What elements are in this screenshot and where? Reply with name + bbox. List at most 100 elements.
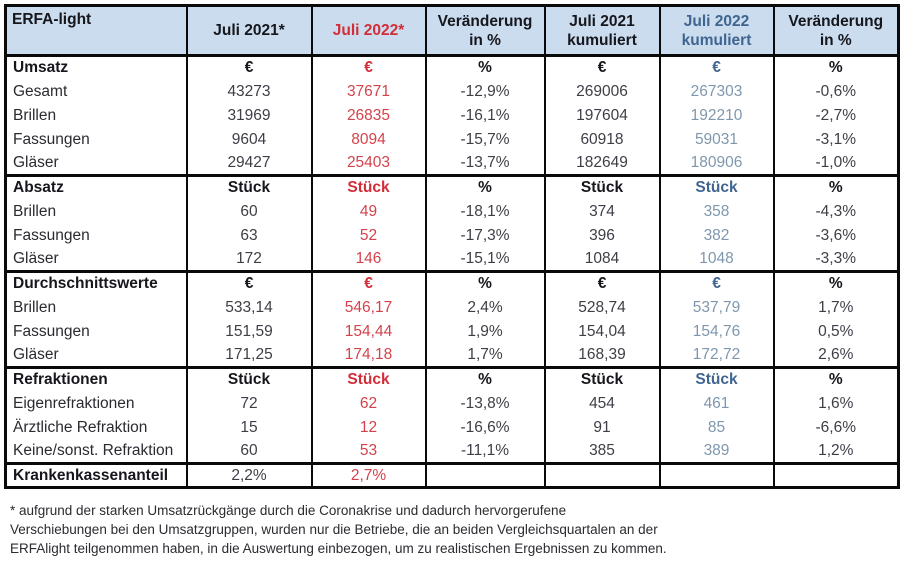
value-cell: 1,6% xyxy=(772,391,899,416)
value-cell: 43273 xyxy=(185,79,312,104)
value-cell: 0,5% xyxy=(772,319,899,344)
row-label: Brillen xyxy=(13,106,57,124)
value-cell: 49 xyxy=(310,199,426,224)
unit-cell: € xyxy=(310,270,426,296)
value-cell: 26835 xyxy=(310,103,426,128)
table-row-fassungen: Fassungen 63 52 -17,3% 396 382 -3,6% xyxy=(6,223,899,248)
unit-cell: % xyxy=(424,174,545,200)
row-label: Fassungen xyxy=(13,226,90,244)
value-cell: 174,18 xyxy=(310,343,426,368)
table-row-keine-sonst-refraktion: Keine/sonst. Refraktion 60 53 -11,1% 385 389 1… xyxy=(6,439,899,464)
value-cell: 154,44 xyxy=(310,319,426,344)
value-cell: -0,6% xyxy=(772,79,899,104)
value-cell: 182649 xyxy=(543,151,660,176)
table-row-ärztliche-refraktion: Ärztliche Refraktion 15 12 -16,6% 91 85 -6,6% xyxy=(6,415,899,440)
value-cell: 267303 xyxy=(658,79,774,104)
value-cell: 31969 xyxy=(185,103,312,128)
value-cell: 12 xyxy=(310,415,426,440)
value-cell: -3,1% xyxy=(772,127,899,152)
value-cell: 197604 xyxy=(543,103,660,128)
unit-cell: € xyxy=(185,270,312,296)
value-cell: 146 xyxy=(310,247,426,272)
unit-cell: € xyxy=(658,54,774,80)
section-label: Refraktionen xyxy=(5,366,187,392)
erfa-table: ERFA-light Juli 2021* Juli 2022* Veränderun… xyxy=(4,4,900,489)
value-cell: -13,7% xyxy=(424,151,545,176)
section-row-durchschnittswerte: Durchschnittswerte € €% € €% xyxy=(5,270,899,296)
value-cell: -15,1% xyxy=(424,247,545,272)
table-row-gläser: Gläser 171,25 174,18 1,7% 168,39 172,72 2,6% xyxy=(6,343,899,368)
header-cell-erfa-light: ERFA-light xyxy=(5,5,187,57)
unit-cell: % xyxy=(424,54,545,80)
value-cell: 172,72 xyxy=(658,343,774,368)
value-cell: 63 xyxy=(185,223,312,248)
value-cell: 2,4% xyxy=(424,295,545,320)
unit-cell: Stück xyxy=(543,174,660,200)
unit-cell: % xyxy=(772,54,899,80)
value-cell: -16,1% xyxy=(424,103,545,128)
row-label: Brillen xyxy=(13,202,57,220)
section-row-umsatz: Umsatz € €% € €% xyxy=(5,54,899,80)
section-row-krankenkassenanteil: Krankenkassenanteil 2,2% 2,7% xyxy=(5,462,899,488)
row-label: Gesamt xyxy=(13,82,68,100)
header-cell-juli-2021-kumuliert: Juli 2021 kumuliert xyxy=(543,5,660,57)
value-cell xyxy=(424,462,545,488)
unit-cell: € xyxy=(543,270,660,296)
value-cell: 1048 xyxy=(658,247,774,272)
value-cell: -18,1% xyxy=(424,199,545,224)
header-cell-juli-2022-: Juli 2022* xyxy=(310,5,426,57)
row-label: Fassungen xyxy=(13,130,90,148)
value-cell xyxy=(772,462,899,488)
footnote: * aufgrund der starken Umsatzrückgänge d… xyxy=(10,501,900,558)
table-row-eigenrefraktionen: Eigenrefraktionen 72 62 -13,8% 454 461 1,6% xyxy=(6,391,899,416)
value-cell: 154,04 xyxy=(543,319,660,344)
value-cell: 269006 xyxy=(543,79,660,104)
value-cell: 151,59 xyxy=(185,319,312,344)
table-row-gesamt: Gesamt 43273 37671 -12,9% 269006 267303 -0,6% xyxy=(6,79,899,104)
unit-cell: Stück xyxy=(185,366,312,392)
unit-cell: % xyxy=(424,270,545,296)
value-cell: -4,3% xyxy=(772,199,899,224)
value-cell: 358 xyxy=(658,199,774,224)
value-cell: 85 xyxy=(658,415,774,440)
header-cell-juli-2021-: Juli 2021* xyxy=(185,5,312,57)
table-header: ERFA-light Juli 2021* Juli 2022* Veränderun… xyxy=(5,5,899,57)
row-label: Gläser xyxy=(13,249,59,267)
unit-cell: Stück xyxy=(310,366,426,392)
value-cell: -16,6% xyxy=(424,415,545,440)
row-label: Eigenrefraktionen xyxy=(13,394,135,412)
value-cell: -3,3% xyxy=(772,247,899,272)
value-cell: 528,74 xyxy=(543,295,660,320)
value-cell xyxy=(658,462,774,488)
value-cell: -17,3% xyxy=(424,223,545,248)
section-label: Krankenkassenanteil xyxy=(5,462,187,488)
row-label: Brillen xyxy=(13,298,57,316)
unit-cell: Stück xyxy=(543,366,660,392)
value-cell: 192210 xyxy=(658,103,774,128)
unit-cell: Stück xyxy=(185,174,312,200)
value-cell: 59031 xyxy=(658,127,774,152)
header-cell-veränderung-in-: Veränderung in % xyxy=(424,5,545,57)
table-row-brillen: Brillen 31969 26835 -16,1% 197604 192210 -2,7% xyxy=(6,103,899,128)
value-cell: 154,76 xyxy=(658,319,774,344)
unit-cell: Stück xyxy=(658,366,774,392)
value-cell: 25403 xyxy=(310,151,426,176)
value-cell: 1,2% xyxy=(772,439,899,464)
value-cell: 533,14 xyxy=(185,295,312,320)
value-cell: 60 xyxy=(185,199,312,224)
footnote-line-2: Verschiebungen bei den Umsatzgruppen, wu… xyxy=(10,522,658,537)
section-label: Durchschnittswerte xyxy=(5,270,187,296)
value-cell: 60918 xyxy=(543,127,660,152)
unit-cell: % xyxy=(424,366,545,392)
value-cell: 1,7% xyxy=(424,343,545,368)
unit-cell: € xyxy=(185,54,312,80)
value-cell: -3,6% xyxy=(772,223,899,248)
value-cell: -15,7% xyxy=(424,127,545,152)
table-row-gläser: Gläser 172 146 -15,1% 1084 1048 -3,3% xyxy=(6,247,899,272)
row-label: Ärztliche Refraktion xyxy=(13,418,148,436)
footnote-line-3: ERFAlight teilgenommen haben, in die Aus… xyxy=(10,541,667,556)
value-cell: 2,6% xyxy=(772,343,899,368)
footnote-line-1: * aufgrund der starken Umsatzrückgänge d… xyxy=(10,503,567,518)
unit-cell: Stück xyxy=(658,174,774,200)
value-cell: 72 xyxy=(185,391,312,416)
